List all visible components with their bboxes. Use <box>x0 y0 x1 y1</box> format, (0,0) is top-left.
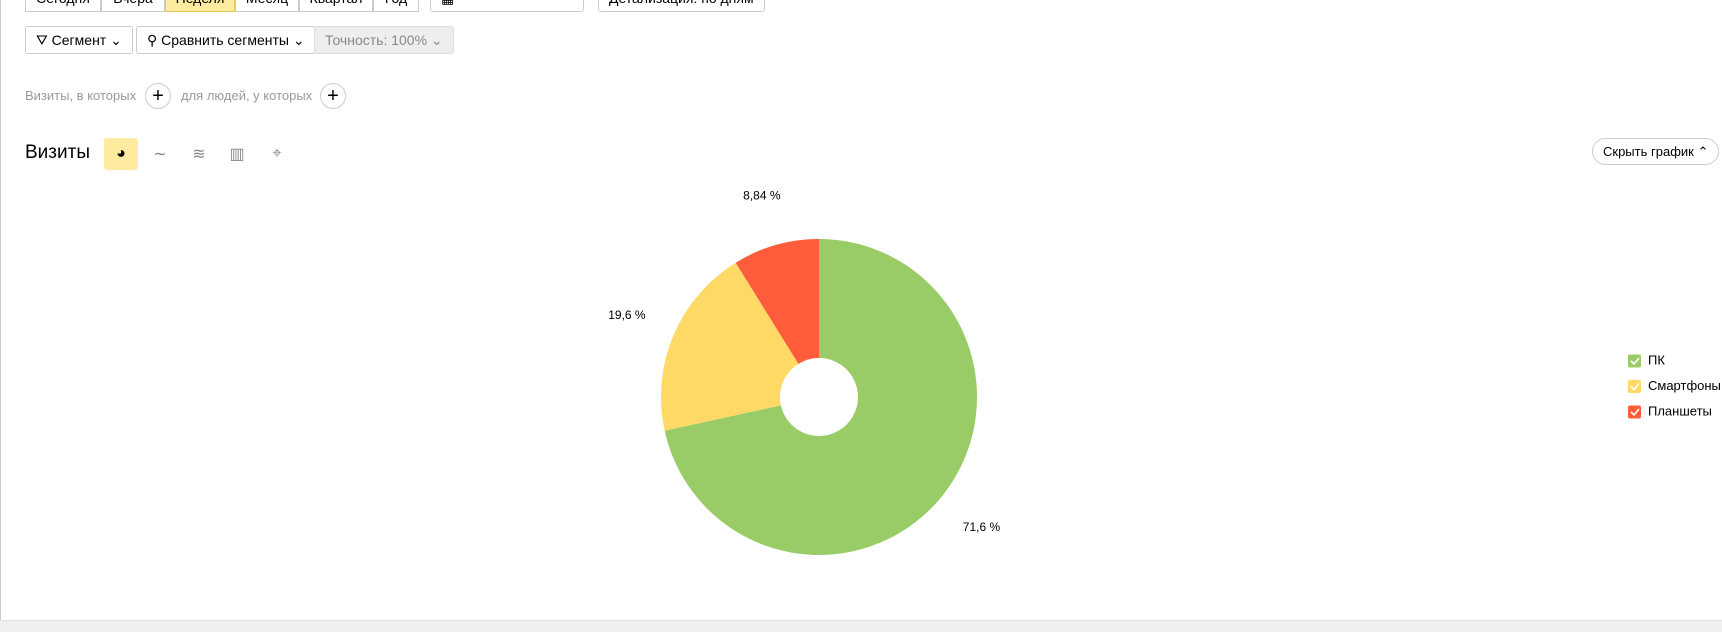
period-button[interactable]: Год <box>373 0 419 12</box>
left-border <box>0 0 1 620</box>
slice-label: 19,6 % <box>608 308 646 322</box>
map-view-button[interactable]: ⌖ <box>272 145 282 162</box>
legend-label: ПК <box>1648 352 1665 367</box>
label: Сравнить сегменты <box>161 32 289 48</box>
period-button[interactable]: Месяц <box>235 0 299 12</box>
label: Скрыть график <box>1603 144 1694 159</box>
legend-checkbox <box>1628 380 1641 393</box>
legend-label: Планшеты <box>1648 403 1712 418</box>
detail-button[interactable]: Детализация: по дням <box>598 0 765 12</box>
icon: ⌄ <box>427 31 443 48</box>
bottom-bar <box>0 620 1722 632</box>
filter-people-label: для людей, у которых <box>181 88 313 103</box>
donut-hole <box>780 358 858 436</box>
legend-checkbox <box>1628 405 1641 419</box>
line-view-button[interactable]: ∼ <box>153 146 167 163</box>
legend-checkbox <box>1628 354 1641 368</box>
chart-title: Визиты <box>25 142 90 163</box>
legend-check <box>1630 408 1640 417</box>
label: Точность: 100% <box>325 32 428 48</box>
period-button[interactable]: Сегодня <box>25 0 101 12</box>
pie-view-button[interactable]: ◕ <box>104 138 138 170</box>
pie-slice <box>735 239 819 397</box>
period-button[interactable]: Квартал <box>299 0 373 12</box>
add-people-filter[interactable]: + <box>320 83 346 109</box>
bar-view-button[interactable]: ▥ <box>229 146 245 163</box>
hide-chart-button[interactable]: Скрыть график ⌃ <box>1592 138 1720 165</box>
pie-slice <box>661 262 819 431</box>
icon: ⌄ <box>106 31 122 48</box>
icon: ⛛ <box>36 31 52 48</box>
segment-button[interactable]: ⛛ Сегмент ⌄ <box>25 26 133 54</box>
area-view-button[interactable]: ≋ <box>192 146 206 163</box>
legend-label: Смартфоны <box>1648 378 1721 393</box>
slice-label: 71,6 % <box>963 520 1001 534</box>
add-visit-filter[interactable]: + <box>145 83 171 109</box>
icon: ⌄ <box>288 31 305 48</box>
slice-label: 8,84 % <box>743 189 781 203</box>
date-range-button[interactable]: ▦ <box>430 0 584 12</box>
icon: ⌃ <box>1693 143 1709 159</box>
legend-check <box>1630 382 1640 391</box>
filter-visits-label: Визиты, в которых <box>25 88 137 103</box>
period-button[interactable]: Вчера <box>101 0 165 12</box>
period-button[interactable]: Неделя <box>165 0 235 12</box>
accuracy-button[interactable]: Точность: 100% ⌄ <box>314 26 454 54</box>
icon: ⚲ <box>147 31 162 48</box>
label: Сегмент <box>51 32 107 48</box>
compare-button[interactable]: ⚲ Сравнить сегменты ⌄ <box>136 26 316 54</box>
legend-check <box>1630 357 1640 366</box>
